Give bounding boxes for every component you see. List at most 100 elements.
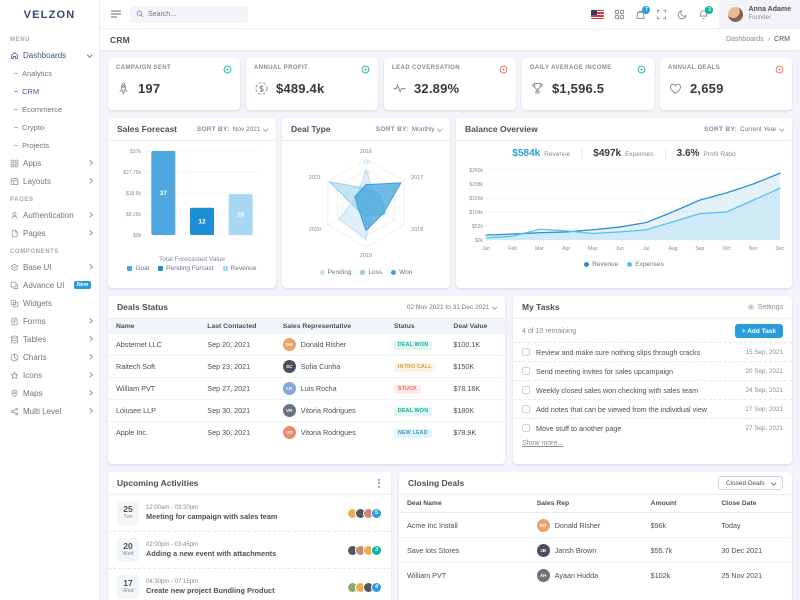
brand-logo[interactable]: VELZON	[23, 9, 76, 21]
breadcrumb-parent[interactable]: Dashboards	[725, 36, 764, 43]
date-range: 02 Nov 2021 to 31 Dec 2021	[406, 303, 490, 311]
deals-date-range-dropdown[interactable]: 02 Nov 2021 to 31 Dec 2021	[406, 303, 497, 311]
topbar-icons: 7 3 Anna Adame Founder	[591, 0, 800, 28]
balance-sort-dropdown[interactable]: SORT BY: Current Year	[704, 125, 784, 133]
user-profile-menu[interactable]: Anna Adame Founder	[719, 0, 800, 28]
card-title: Deal Type	[291, 124, 331, 134]
menu-caption: MENU	[10, 37, 31, 43]
sort-label: SORT BY:	[704, 125, 737, 133]
sidebar-item-maps[interactable]: Maps	[0, 384, 99, 402]
deal-value: $100.1K	[453, 340, 481, 349]
shopping-bag-icon[interactable]: 7	[635, 5, 651, 20]
task-date: 15 Sep, 2021	[745, 348, 783, 356]
avatar: VR	[282, 426, 296, 439]
sidebar-item-tables[interactable]: Tables	[0, 330, 99, 348]
apps-menu-icon[interactable]	[614, 9, 625, 20]
sort-label: SORT BY:	[196, 125, 230, 133]
activity-weekday: Wed	[122, 550, 134, 557]
deal-name: Apple Inc.	[108, 421, 200, 443]
rep-name: Donald Risher	[300, 340, 347, 349]
activity-title[interactable]: Meeting for campaign with sales team	[146, 512, 278, 521]
activity-attendees: 3	[347, 544, 382, 556]
add-task-button[interactable]: + Add Task	[734, 324, 783, 338]
sidebar-item-layouts[interactable]: Layouts	[0, 172, 99, 190]
show-more-link[interactable]: Show more...	[522, 440, 564, 447]
activity-date: 20 Wed	[117, 538, 139, 562]
kebab-menu-icon[interactable]	[376, 477, 382, 490]
task-text[interactable]: Move stuff to another page	[536, 423, 622, 433]
activity-weekday: Wed	[122, 587, 134, 594]
search-input[interactable]	[148, 10, 242, 18]
sidebar-item-dashboards[interactable]: Dashboards	[0, 46, 99, 64]
sidebar-item-label: Pages	[23, 228, 46, 238]
sort-value: Current Year	[740, 125, 777, 133]
sidebar-item-projects[interactable]: Projects	[0, 136, 99, 154]
svg-text:2017: 2017	[411, 175, 423, 181]
bar-chart-legend: Goal Pending Forcast Revenue	[108, 265, 276, 272]
task-checkbox[interactable]	[522, 348, 530, 356]
task-checkbox[interactable]	[522, 367, 530, 375]
sidebar-item-ecommerce[interactable]: Ecommerce	[0, 100, 99, 118]
activity-title[interactable]: Adding a new event with attachments	[146, 549, 277, 558]
sidebar-item-charts[interactable]: Charts	[0, 348, 99, 366]
sidebar-item-apps[interactable]: Apps	[0, 154, 99, 172]
chevron-right-icon	[86, 354, 92, 360]
sidebar-item-advance-ui[interactable]: Advance UI New	[0, 276, 99, 294]
sidebar-item-crypto[interactable]: Crypto	[0, 118, 99, 136]
task-checkbox[interactable]	[522, 405, 530, 413]
sidebar-item-multi-level[interactable]: Multi Level	[0, 402, 99, 420]
fullscreen-icon[interactable]	[656, 9, 667, 20]
legend-label: Expenses	[635, 261, 664, 268]
main-content: CAMPAIGN SENT 197 ANNUAL PROFIT $489.4k …	[100, 50, 800, 600]
layers-icon	[10, 263, 19, 272]
sidebar-item-pages[interactable]: Pages	[0, 224, 99, 242]
sidebar-item-widgets[interactable]: Widgets	[0, 294, 99, 312]
legend-swatch	[584, 262, 590, 267]
chevron-right-icon	[86, 408, 92, 414]
sales-forecast-bar-chart: $0k $9.25k $18.5k $27.75k $37k 37 12 18	[123, 149, 260, 239]
page-title-bar: CRM Dashboards › CRM	[100, 28, 800, 50]
task-checkbox[interactable]	[522, 424, 530, 432]
task-checkbox[interactable]	[522, 386, 530, 394]
task-text[interactable]: Add notes that can be viewed from the in…	[536, 404, 708, 414]
task-text[interactable]: Weekly closed sales won checking with sa…	[536, 385, 699, 395]
activity-title[interactable]: Create new project Bundling Product	[146, 586, 275, 595]
last-contacted: Sep 30, 2021	[199, 399, 275, 422]
sidebar-item-authentication[interactable]: Authentication	[0, 206, 99, 224]
svg-text:Jul: Jul	[643, 246, 649, 252]
sidebar-item-label: Tables	[23, 334, 47, 344]
sidebar-item-icons[interactable]: Icons	[0, 366, 99, 384]
notifications-bell-icon[interactable]: 3	[698, 5, 714, 20]
avatar: LR	[282, 382, 296, 395]
activity-time: 12:00am - 03:30pm	[146, 505, 199, 511]
sidebar-item-crm[interactable]: CRM	[0, 82, 99, 100]
sidebar-item-forms[interactable]: Forms	[0, 312, 99, 330]
closing-deals-filter-select[interactable]: Closed Deals	[717, 476, 783, 490]
legend-swatch	[391, 270, 397, 275]
last-contacted: Sep 27, 2021	[199, 377, 275, 400]
sales-forecast-sort-dropdown[interactable]: SORT BY: Nov 2021	[196, 125, 268, 133]
task-text[interactable]: Review and make sure nothing slips throu…	[536, 347, 701, 357]
avatar: DR	[536, 518, 550, 532]
dark-mode-moon-icon[interactable]	[677, 9, 688, 20]
sidebar-item-base-ui[interactable]: Base UI	[0, 258, 99, 276]
svg-text:Sep: Sep	[695, 246, 704, 252]
task-text[interactable]: Send meeting invites for sales upcampaig…	[536, 366, 674, 376]
layout-icon	[10, 177, 19, 186]
avatar: SC	[282, 360, 296, 373]
dash-icon	[14, 108, 18, 110]
rep-name: Sofia Cunha	[300, 362, 341, 371]
sidebar-item-analytics[interactable]: Analytics	[0, 64, 99, 82]
tasks-settings-button[interactable]: Settings	[747, 303, 783, 311]
sidebar-nav: MENU Dashboards Analytics CRM Ecommerce …	[0, 30, 99, 420]
svg-text:Oct: Oct	[723, 246, 731, 252]
share-nodes-icon	[10, 407, 19, 416]
deal-type-sort-dropdown[interactable]: SORT BY: Monthly	[376, 126, 442, 133]
amount: $96k	[650, 520, 667, 530]
language-flag-icon[interactable]	[591, 9, 605, 19]
svg-text:2019: 2019	[360, 253, 372, 259]
stat-card-campaign-sent: CAMPAIGN SENT 197	[108, 58, 240, 110]
file-icon	[10, 229, 19, 238]
svg-text:$52k: $52k	[472, 224, 483, 230]
hamburger-menu-icon[interactable]	[110, 8, 122, 20]
